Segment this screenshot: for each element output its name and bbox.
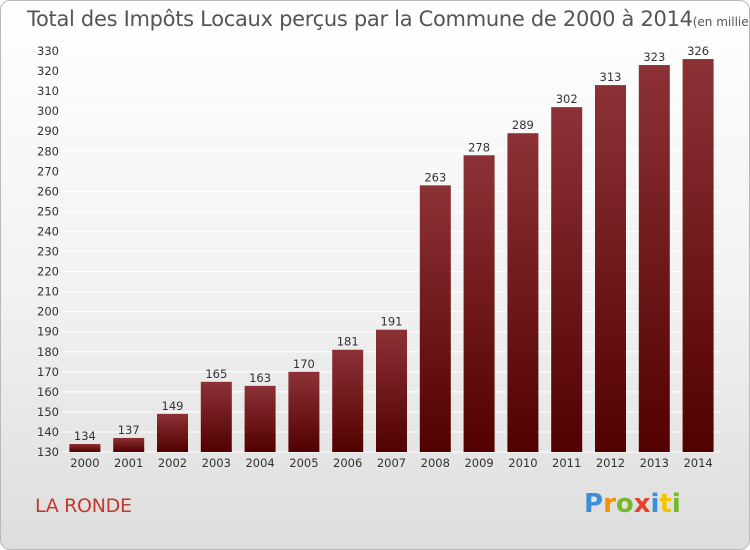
bar-2008 bbox=[419, 185, 451, 452]
bar-2002 bbox=[157, 413, 188, 452]
y-tick-label: 130 bbox=[37, 445, 59, 459]
bar-2006 bbox=[332, 349, 364, 452]
y-axis-ticks: 130 140 150 160 170 180 190 200 210 220 230 240 250 2… bbox=[37, 44, 59, 459]
bar-2014 bbox=[682, 59, 714, 453]
value-label-2004: 163 bbox=[249, 371, 271, 385]
bar-2001 bbox=[113, 437, 145, 452]
logo-letter: P bbox=[584, 489, 604, 519]
x-tick-label-2012: 2012 bbox=[596, 456, 625, 470]
chart-title: Total des Impôts Locaux perçus par la Co… bbox=[27, 7, 749, 31]
x-tick-label-2010: 2010 bbox=[508, 456, 537, 470]
y-tick-label: 330 bbox=[37, 44, 59, 58]
y-tick-label: 150 bbox=[37, 405, 59, 419]
value-label-2010: 289 bbox=[512, 118, 534, 132]
value-label-2009: 278 bbox=[468, 140, 490, 154]
value-label-2007: 191 bbox=[381, 315, 403, 329]
y-tick-label: 310 bbox=[37, 84, 59, 98]
logo-letter: x bbox=[633, 489, 651, 519]
value-label-2011: 302 bbox=[556, 92, 578, 106]
value-label-2013: 323 bbox=[643, 50, 665, 64]
y-tick-label: 240 bbox=[37, 224, 59, 238]
x-tick-label-2000: 2000 bbox=[70, 456, 99, 470]
value-label-2005: 170 bbox=[293, 357, 315, 371]
y-tick-label: 260 bbox=[37, 184, 59, 198]
bar-2011 bbox=[551, 107, 583, 452]
logo-letter: r bbox=[603, 489, 616, 519]
y-tick-label: 250 bbox=[37, 204, 59, 218]
y-tick-label: 190 bbox=[37, 325, 59, 339]
bar-2009 bbox=[463, 155, 495, 452]
logo-letter: o bbox=[615, 489, 634, 519]
value-label-2001: 137 bbox=[118, 423, 140, 437]
bars bbox=[69, 59, 714, 453]
x-tick-label-2008: 2008 bbox=[421, 456, 450, 470]
y-tick-label: 270 bbox=[37, 164, 59, 178]
y-tick-label: 160 bbox=[37, 385, 59, 399]
x-tick-label-2006: 2006 bbox=[333, 456, 362, 470]
bar-2012 bbox=[595, 85, 626, 453]
value-label-2008: 263 bbox=[424, 170, 446, 184]
bar-2013 bbox=[638, 65, 670, 452]
x-tick-label-2005: 2005 bbox=[289, 456, 318, 470]
commune-name: LA RONDE bbox=[35, 495, 132, 517]
y-tick-label: 200 bbox=[37, 305, 59, 319]
bar-2004 bbox=[244, 385, 276, 452]
x-tick-label-2003: 2003 bbox=[202, 456, 231, 470]
x-tick-label-2002: 2002 bbox=[158, 456, 187, 470]
logo-letter: i bbox=[650, 489, 660, 519]
x-axis-ticks: 2000 2001 2002 2003 2004 2005 2006 2007 2008 2009… bbox=[70, 456, 712, 470]
y-tick-label: 280 bbox=[37, 144, 59, 158]
value-label-2012: 313 bbox=[600, 70, 622, 84]
proxiti-logo: Proxiti bbox=[584, 489, 681, 519]
chart-unit: (en milliers d'€) bbox=[692, 15, 749, 29]
bar-2010 bbox=[507, 133, 539, 452]
y-tick-label: 300 bbox=[37, 104, 59, 118]
x-tick-label-2009: 2009 bbox=[464, 456, 493, 470]
value-label-2000: 134 bbox=[74, 429, 96, 443]
value-label-2003: 165 bbox=[205, 367, 227, 381]
bar-2000 bbox=[69, 443, 101, 452]
value-label-2014: 326 bbox=[687, 44, 709, 58]
x-tick-label-2011: 2011 bbox=[552, 456, 581, 470]
y-tick-label: 230 bbox=[37, 245, 59, 259]
chart-title-text: Total des Impôts Locaux perçus par la Co… bbox=[27, 7, 693, 31]
y-tick-label: 290 bbox=[37, 124, 59, 138]
x-tick-label-2007: 2007 bbox=[377, 456, 406, 470]
logo-letter: t bbox=[659, 489, 672, 519]
x-tick-label-2001: 2001 bbox=[114, 456, 143, 470]
bar-2005 bbox=[288, 371, 320, 452]
logo-letter: i bbox=[671, 489, 681, 519]
value-label-2002: 149 bbox=[162, 399, 184, 413]
y-tick-label: 320 bbox=[37, 64, 59, 78]
y-tick-label: 210 bbox=[37, 285, 59, 299]
y-tick-label: 140 bbox=[37, 425, 59, 439]
bar-2007 bbox=[376, 329, 407, 452]
x-tick-label-2013: 2013 bbox=[640, 456, 669, 470]
y-tick-label: 180 bbox=[37, 345, 59, 359]
x-tick-label-2014: 2014 bbox=[683, 456, 712, 470]
x-tick-label-2004: 2004 bbox=[245, 456, 274, 470]
y-tick-label: 170 bbox=[37, 365, 59, 379]
bar-2003 bbox=[200, 381, 232, 452]
y-tick-label: 220 bbox=[37, 265, 59, 279]
value-labels: 134 137 149 165 163 170 181 191 263 278 289 302 313 3… bbox=[74, 44, 709, 443]
value-label-2006: 181 bbox=[337, 335, 359, 349]
